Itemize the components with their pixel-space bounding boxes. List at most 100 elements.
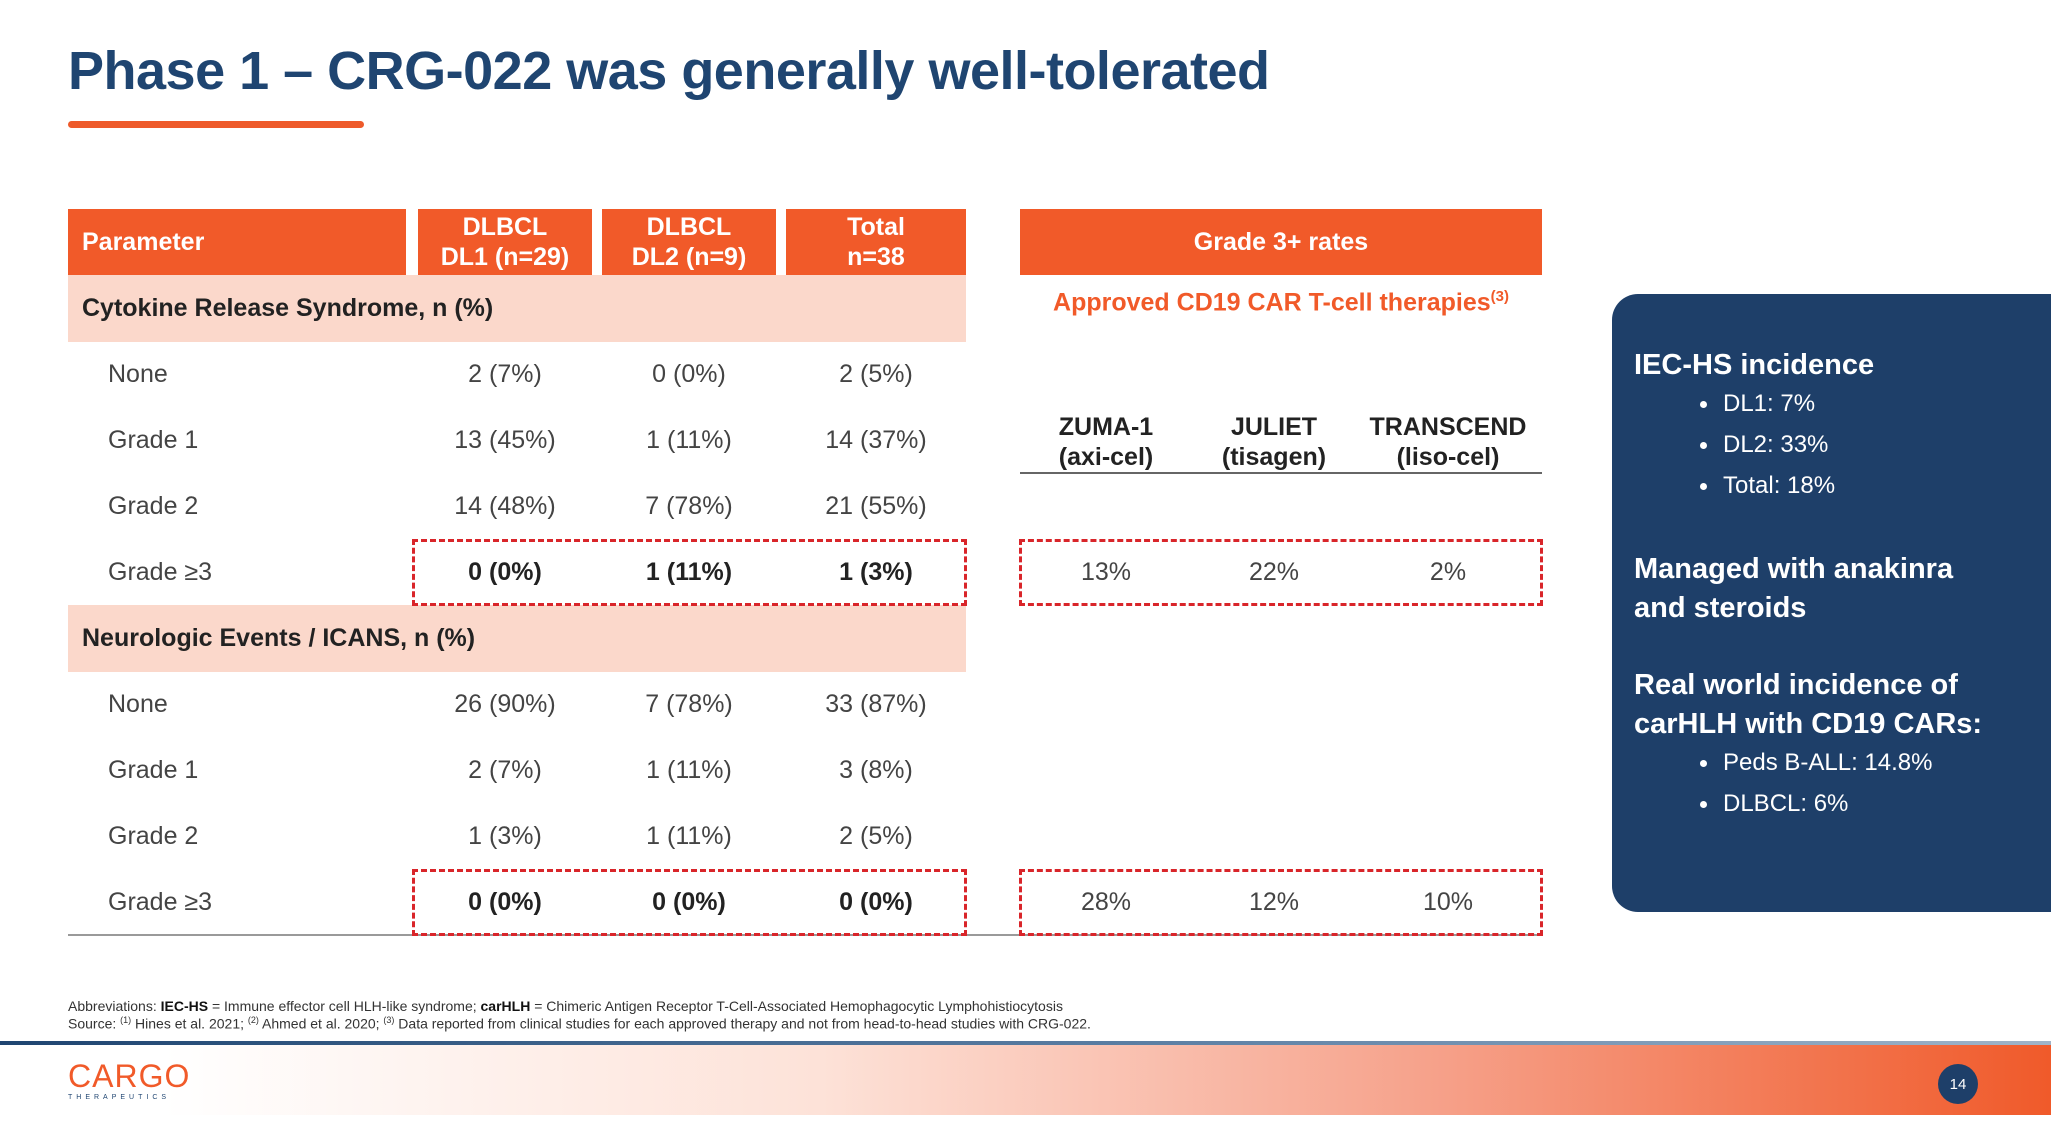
page-number: 14: [1938, 1064, 1978, 1104]
bullet-icon: [1700, 482, 1707, 490]
row-label: Grade ≥3: [108, 887, 213, 916]
cell-dl2: 1 (11%): [646, 755, 732, 784]
sidebar-real-item: DLBCL: 6%: [1700, 790, 1848, 818]
footnote-source-label: Source:: [68, 1015, 121, 1032]
cell-transcend-crs: 2%: [1429, 557, 1467, 586]
cell-total: 3 (8%): [839, 755, 913, 784]
sidebar-iec-item-text: DL2: 33%: [1723, 431, 1829, 458]
header-parameter: Parameter: [68, 209, 406, 275]
cell-total: 14 (37%): [825, 425, 927, 454]
page-title: Phase 1 – CRG-022 was generally well-tol…: [68, 41, 1270, 101]
highlight-approved-icans: [1019, 869, 1543, 936]
cell-total: 0 (0%): [839, 887, 913, 916]
cell-total: 2 (5%): [839, 821, 913, 850]
highlight-icans-grade3: [412, 869, 967, 936]
footnote-abbreviations: Abbreviations: IEC-HS = Immune effector …: [68, 998, 1063, 1014]
header-dl2-line1: DLBCL: [646, 213, 732, 241]
sidebar-real-world: Real world incidence of carHLH with CD19…: [1634, 666, 1982, 744]
cell-dl1: 1 (3%): [468, 821, 542, 850]
cell-dl1: 0 (0%): [468, 887, 542, 916]
row-label: Grade 1: [108, 425, 199, 454]
sidebar-panel: IEC-HS incidence DL1: 7% DL2: 33% Total:…: [1612, 294, 2051, 912]
cell-dl1: 13 (45%): [454, 425, 556, 454]
approved-therapies-footnote: (3): [1490, 288, 1509, 305]
cell-dl2: 1 (11%): [646, 425, 732, 454]
row-label: Grade 2: [108, 491, 199, 520]
footnote-src1: Hines et al. 2021;: [131, 1015, 248, 1032]
footnote-sup3: (3): [383, 1015, 395, 1025]
cell-total: 33 (87%): [825, 689, 927, 718]
highlight-approved-crs: [1019, 539, 1543, 606]
cell-dl2: 1 (11%): [646, 821, 732, 850]
header-total-line1: Total: [847, 213, 905, 241]
title-underline: [68, 121, 364, 128]
footnote-iec-term: IEC-HS: [160, 998, 209, 1014]
footnote-sup2: (2): [247, 1015, 259, 1025]
cell-dl2: 0 (0%): [652, 887, 726, 916]
approved-therapies-label: Approved CD19 CAR T-cell therapies(3): [1020, 288, 1542, 328]
grade3-header: Grade 3+ rates: [1020, 209, 1542, 275]
footnote-car-def: = Chimeric Antigen Receptor T-Cell-Assoc…: [530, 998, 1063, 1014]
cell-dl2: 7 (78%): [645, 689, 733, 718]
footnote-src3: Data reported from clinical studies for …: [394, 1015, 1091, 1032]
header-dl2-line2: DL2 (n=9): [631, 243, 747, 271]
therapy-juliet: JULIET (tisagen): [1189, 412, 1359, 472]
footnote-iec-def: = Immune effector cell HLH-like syndrome…: [208, 998, 481, 1014]
header-dl1-line1: DLBCL: [462, 213, 548, 241]
sidebar-iec-item: Total: 18%: [1700, 472, 1835, 500]
therapy-sub: (tisagen): [1221, 443, 1327, 471]
sidebar-managed-line1: Managed with anakinra: [1634, 553, 1954, 585]
cell-dl2: 0 (0%): [652, 359, 726, 388]
highlight-crs-grade3: [412, 539, 967, 606]
approved-therapies-text: Approved CD19 CAR T-cell therapies: [1053, 288, 1491, 317]
cell-dl1: 2 (7%): [468, 359, 542, 388]
row-label: None: [108, 359, 168, 388]
header-dl1: DLBCL DL1 (n=29): [418, 209, 592, 275]
section-crs: Cytokine Release Syndrome, n (%): [68, 275, 966, 342]
header-dl2: DLBCL DL2 (n=9): [602, 209, 776, 275]
cell-total: 21 (55%): [825, 491, 927, 520]
sidebar-iec-item-text: DL1: 7%: [1723, 390, 1816, 417]
therapy-name: TRANSCEND: [1369, 413, 1527, 441]
logo-wordmark: CARGO: [68, 1058, 191, 1094]
header-total: Total n=38: [786, 209, 966, 275]
therapy-name: JULIET: [1230, 413, 1318, 441]
bullet-icon: [1700, 400, 1707, 408]
footnote-car-term: carHLH: [480, 998, 531, 1014]
bullet-icon: [1700, 800, 1707, 808]
therapy-zuma1: ZUMA-1 (axi-cel): [1021, 412, 1191, 472]
cell-dl2: 7 (78%): [645, 491, 733, 520]
footnote-abbr-label: Abbreviations:: [68, 998, 161, 1014]
therapy-name: ZUMA-1: [1058, 413, 1154, 441]
row-label: None: [108, 689, 168, 718]
sidebar-real-item: Peds B-ALL: 14.8%: [1700, 749, 1932, 777]
sidebar-iec-item: DL1: 7%: [1700, 390, 1815, 418]
cell-dl1: 2 (7%): [468, 755, 542, 784]
cell-zuma1-icans: 28%: [1080, 887, 1132, 916]
footer-divider: [0, 1041, 2051, 1045]
cell-total: 2 (5%): [839, 359, 913, 388]
logo-subtitle: THERAPEUTICS: [68, 1094, 171, 1101]
section-icans: Neurologic Events / ICANS, n (%): [68, 605, 966, 672]
footnote-source: Source: (1) Hines et al. 2021; (2) Ahmed…: [68, 1015, 1091, 1032]
sidebar-real-line1: Real world incidence of: [1634, 669, 1958, 701]
sidebar-real-line2: carHLH with CD19 CARs:: [1634, 708, 1983, 740]
cell-dl1: 0 (0%): [468, 557, 542, 586]
header-total-line2: n=38: [847, 243, 905, 271]
cell-dl2: 1 (11%): [645, 557, 733, 586]
footnote-src2: Ahmed et al. 2020;: [258, 1015, 384, 1032]
cell-total: 1 (3%): [839, 557, 913, 586]
sidebar-managed: Managed with anakinra and steroids: [1634, 550, 1953, 628]
footnote-sup1: (1): [120, 1015, 132, 1025]
therapy-header-rule: [1020, 472, 1542, 474]
cell-dl1: 14 (48%): [454, 491, 556, 520]
cargo-logo: CARGO THERAPEUTICS: [68, 1060, 190, 1101]
row-label: Grade 1: [108, 755, 199, 784]
therapy-sub: (axi-cel): [1058, 443, 1154, 471]
therapy-transcend: TRANSCEND (liso-cel): [1358, 412, 1538, 472]
header-dl1-line2: DL1 (n=29): [440, 243, 570, 271]
cell-dl1: 26 (90%): [454, 689, 556, 718]
sidebar-real-item-text: DLBCL: 6%: [1723, 790, 1849, 817]
bullet-icon: [1700, 759, 1707, 767]
bullet-icon: [1700, 441, 1707, 449]
